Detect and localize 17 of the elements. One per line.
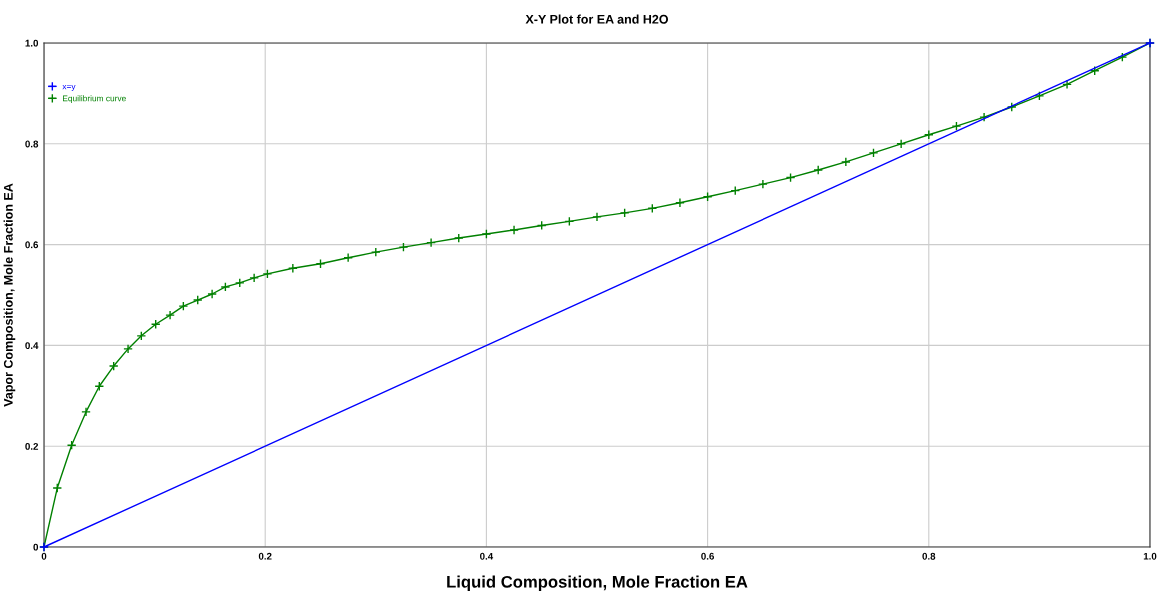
y-tick-label: 0 bbox=[33, 543, 39, 551]
y-tick-label: 0.6 bbox=[25, 241, 39, 249]
x-tick-label: 0.2 bbox=[258, 552, 272, 560]
y-tick-label: 1.0 bbox=[25, 39, 39, 47]
legend-label: Equilibrium curve bbox=[63, 95, 126, 103]
legend-label: x=y bbox=[62, 84, 76, 92]
x-axis-title: Liquid Composition, Mole Fraction EA bbox=[447, 575, 748, 592]
y-tick-label: 0.2 bbox=[25, 442, 39, 450]
y-tick-label: 0.4 bbox=[25, 342, 39, 350]
y-tick-label: 0.8 bbox=[25, 140, 39, 148]
x-tick-label: 0 bbox=[41, 552, 47, 560]
x-tick-label: 0.8 bbox=[922, 552, 936, 560]
x-tick-label: 0.6 bbox=[701, 552, 715, 560]
chart-title: X-Y Plot for EA and H2O bbox=[525, 14, 669, 24]
y-axis-title: Vapor Composition, Mole Fraction EA bbox=[3, 183, 16, 407]
x-tick-label: 0.4 bbox=[480, 552, 494, 560]
x-tick-label: 1.0 bbox=[1143, 552, 1157, 560]
